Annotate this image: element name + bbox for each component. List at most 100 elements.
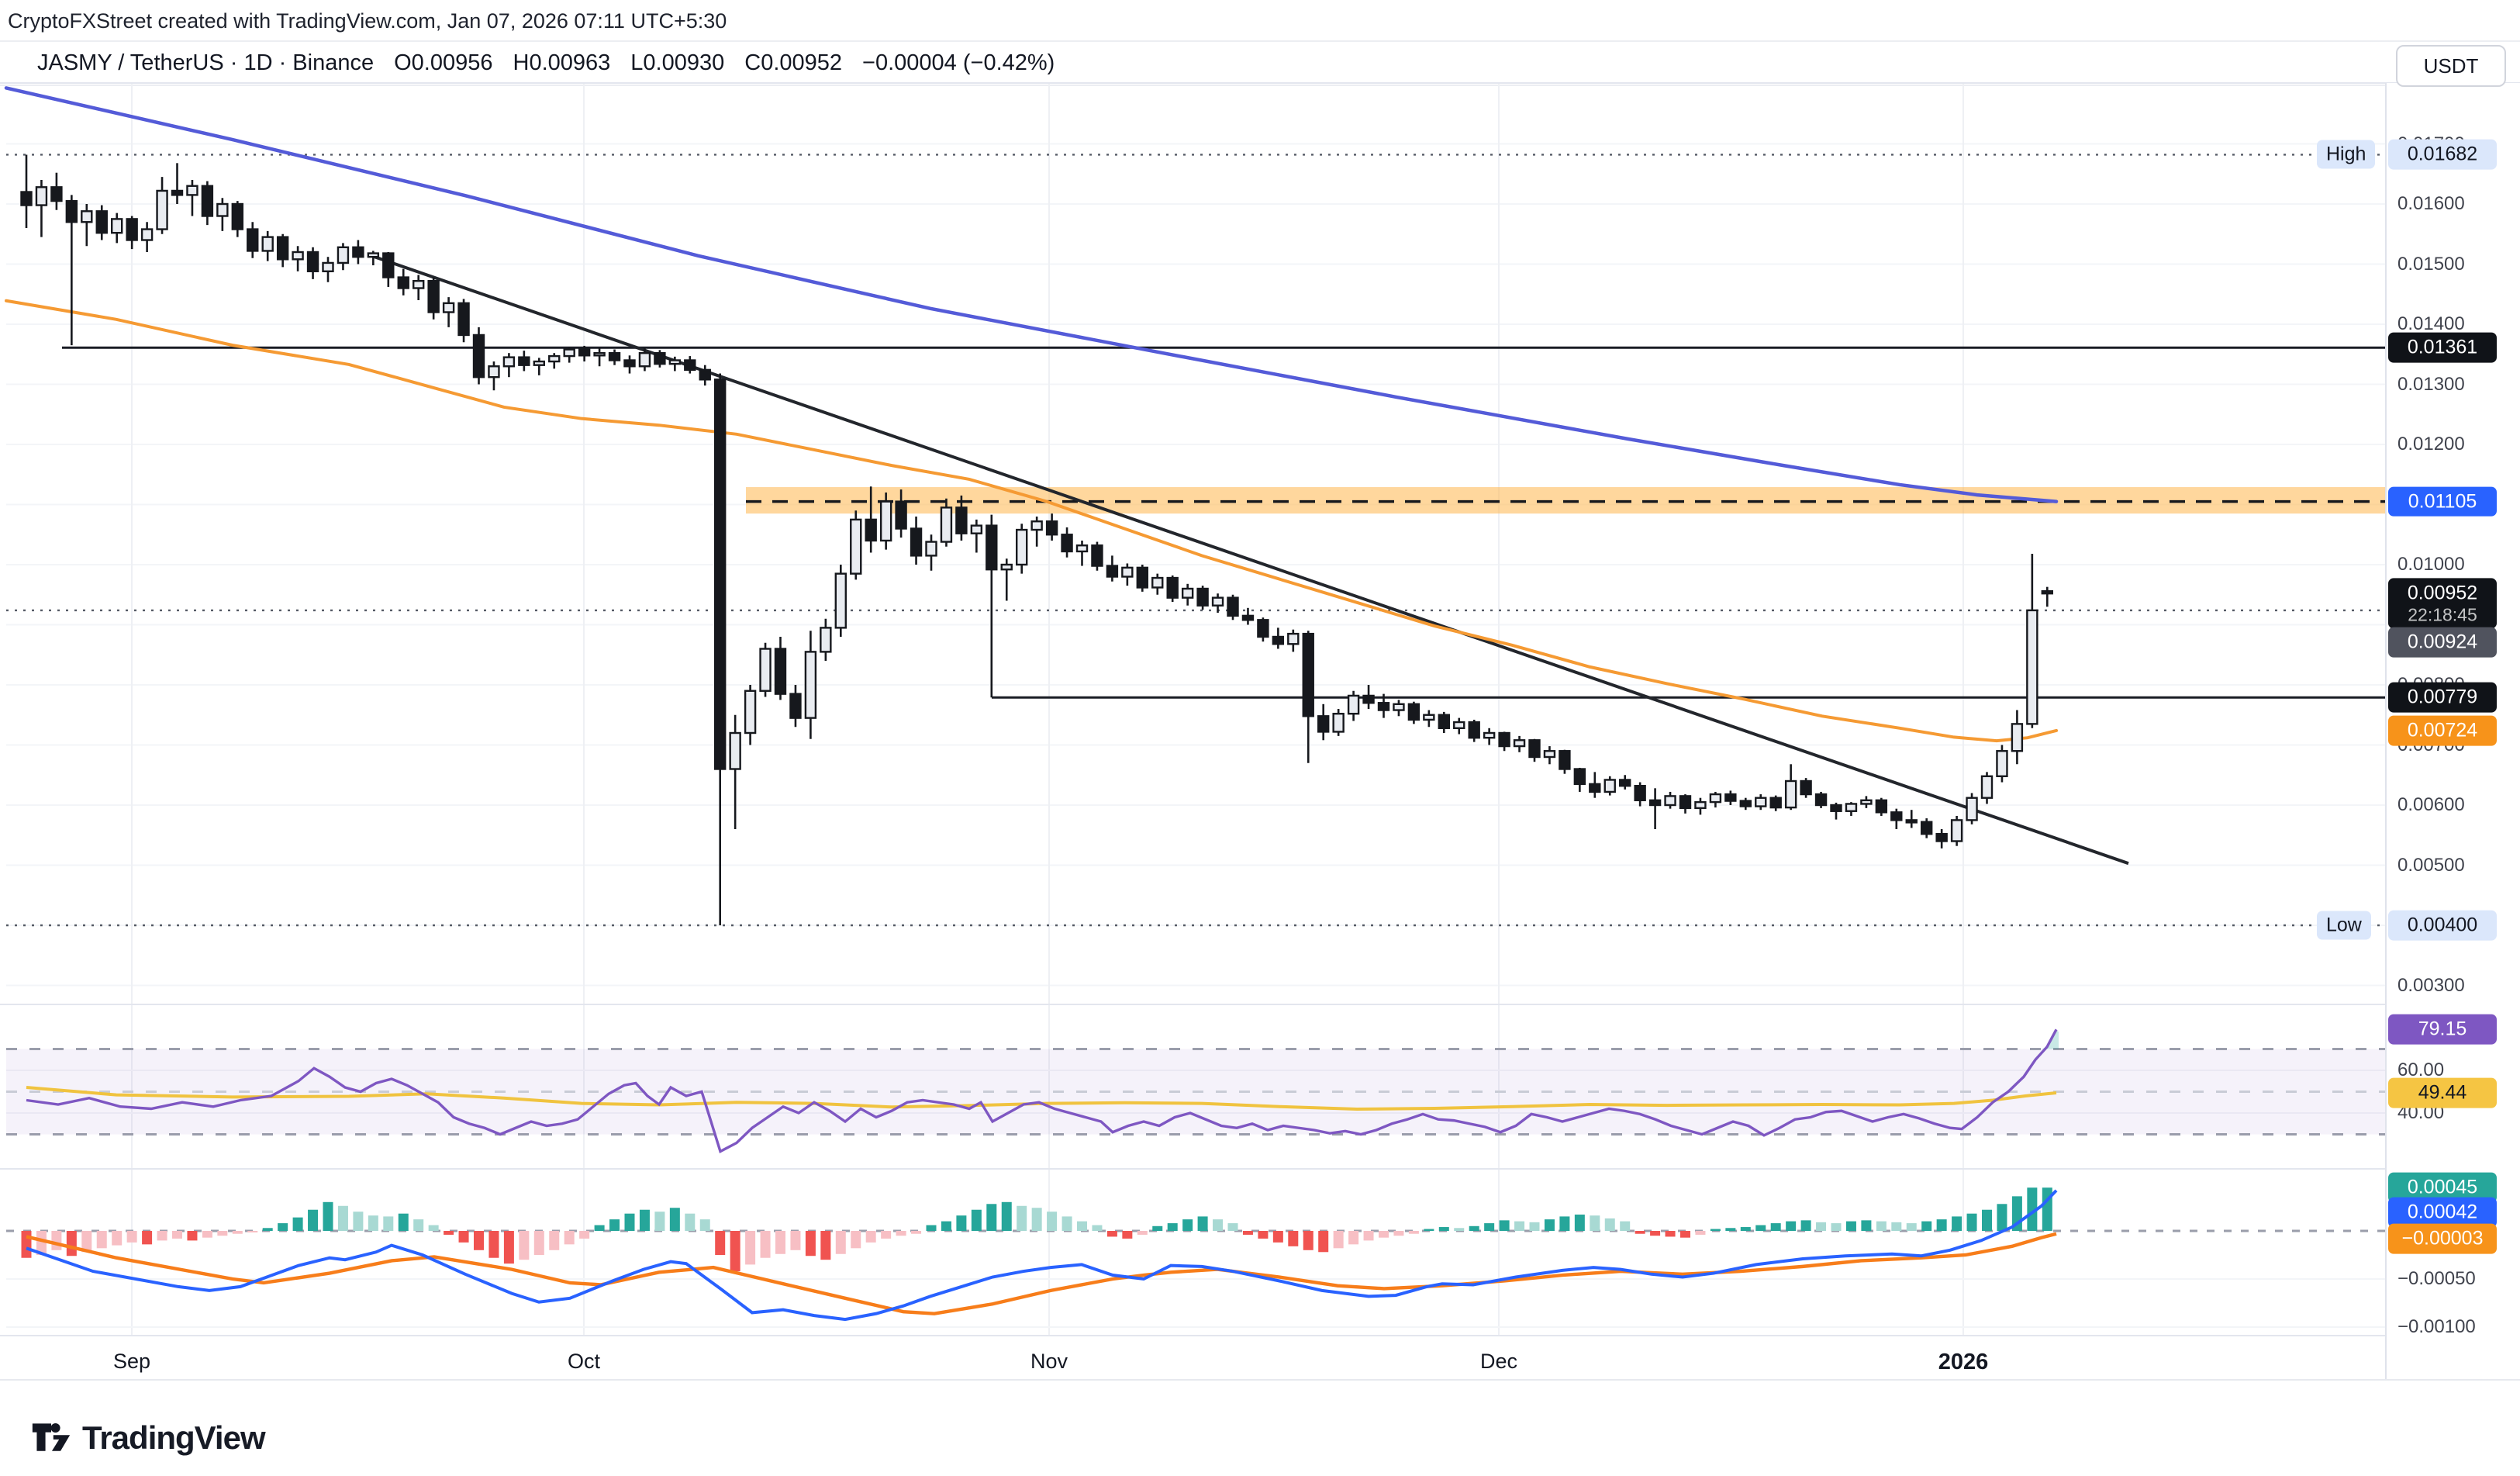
time-axis-label[interactable]: Sep (112, 1350, 151, 1373)
candle-body[interactable] (1196, 587, 1209, 607)
tradingview-logo[interactable]: TradingView (31, 1418, 266, 1458)
candle-body[interactable] (1438, 714, 1451, 729)
candle-body[interactable] (638, 352, 651, 368)
candle-body[interactable] (276, 236, 289, 261)
symbol-title[interactable]: JASMY / TetherUS · 1D · Binance (37, 50, 375, 75)
candle-body[interactable] (910, 527, 923, 557)
candle-body[interactable] (1211, 596, 1224, 607)
candle-body[interactable] (1091, 544, 1103, 567)
candle-body[interactable] (1769, 797, 1782, 809)
candle-body[interactable] (1634, 785, 1646, 802)
candle-body[interactable] (1755, 797, 1767, 807)
candle-body[interactable] (1890, 811, 1903, 821)
candle-body[interactable] (1257, 619, 1269, 638)
rsi-ma-line[interactable] (26, 1086, 2057, 1111)
blue-ma-value-badge[interactable]: 0.01105 (2388, 486, 2497, 517)
candle-body[interactable] (306, 251, 319, 272)
candle-body[interactable] (247, 228, 259, 252)
macd-signal-value-badge[interactable]: −0.00003 (2388, 1223, 2497, 1254)
candle-body[interactable] (940, 506, 953, 543)
candle-body[interactable] (126, 218, 138, 241)
candle-body[interactable] (1845, 803, 1858, 812)
candle-body[interactable] (1317, 715, 1330, 733)
candle-body[interactable] (1241, 614, 1255, 621)
candle-body[interactable] (2026, 609, 2038, 725)
candle-body[interactable] (804, 651, 817, 719)
candle-body[interactable] (1800, 779, 1812, 796)
candle-body[interactable] (789, 693, 802, 719)
candle-body[interactable] (1272, 635, 1285, 645)
candle-body[interactable] (1559, 750, 1571, 770)
candle-body[interactable] (1106, 565, 1119, 578)
candle-body[interactable] (231, 202, 243, 230)
candle-body[interactable] (1589, 783, 1601, 793)
candle-body[interactable] (759, 648, 772, 692)
candle-body[interactable] (714, 379, 727, 770)
macd-line[interactable] (26, 1189, 2058, 1322)
candle-body[interactable] (820, 627, 832, 653)
rsi-line[interactable] (26, 1028, 2058, 1153)
candle-body[interactable] (397, 276, 409, 289)
candle-body[interactable] (1181, 587, 1194, 599)
candle-body[interactable] (1000, 563, 1013, 571)
candle-body[interactable] (744, 690, 757, 735)
currency-toggle-button[interactable]: USDT (2396, 45, 2506, 87)
candle-body[interactable] (1347, 694, 1360, 715)
candle-body[interactable] (110, 218, 123, 234)
candle-body[interactable] (1739, 800, 1752, 807)
candle-body[interactable] (1996, 750, 2008, 777)
candle-body[interactable] (1377, 702, 1390, 711)
candle-body[interactable] (1920, 821, 1933, 835)
candle-body[interactable] (1061, 534, 1073, 553)
candle-body[interactable] (1332, 713, 1345, 733)
candle-body[interactable] (970, 524, 983, 534)
candle-body[interactable] (2041, 589, 2054, 595)
candle-body[interactable] (548, 354, 561, 363)
macd-line-value-badge[interactable]: 0.00042 (2388, 1197, 2497, 1228)
candle-body[interactable] (50, 186, 63, 202)
candle-body[interactable] (171, 189, 184, 196)
candle-body[interactable] (729, 731, 741, 770)
candle-body[interactable] (578, 348, 591, 357)
candle-body[interactable] (156, 189, 168, 230)
candle-body[interactable] (563, 348, 575, 358)
candle-body[interactable] (472, 334, 485, 379)
candle-body[interactable] (1830, 804, 1842, 812)
candle-body[interactable] (608, 352, 621, 361)
candle-body[interactable] (413, 280, 425, 289)
candle-body[interactable] (623, 359, 636, 368)
candle-body[interactable] (442, 302, 455, 313)
candle-body[interactable] (352, 246, 364, 258)
candle-body[interactable] (1860, 799, 1873, 805)
candle-body[interactable] (186, 185, 198, 196)
candle-body[interactable] (65, 199, 78, 223)
candle-body[interactable] (1453, 721, 1465, 729)
candle-body[interactable] (1966, 797, 1978, 821)
candle-body[interactable] (1980, 775, 1994, 799)
candle-body[interactable] (367, 252, 380, 258)
candle-body[interactable] (986, 524, 998, 571)
candle-body[interactable] (502, 356, 516, 368)
candle-body[interactable] (879, 500, 892, 542)
candle-body[interactable] (1287, 632, 1300, 645)
candle-body[interactable] (1121, 566, 1134, 578)
candle-body[interactable] (95, 210, 108, 234)
candle-body[interactable] (593, 352, 606, 357)
rsi-ma-value-badge[interactable]: 49.44 (2388, 1077, 2497, 1108)
time-axis-label[interactable]: 2026 (1938, 1350, 1989, 1374)
candle-body[interactable] (533, 360, 545, 366)
candle-body[interactable] (1950, 819, 1963, 842)
candle-body[interactable] (774, 648, 787, 695)
low-price-badge[interactable]: 0.00400 (2388, 910, 2497, 941)
candle-body[interactable] (1136, 566, 1149, 589)
candle-body[interactable] (1362, 694, 1375, 704)
candle-body[interactable] (699, 368, 711, 381)
high-price-badge[interactable]: 0.01682 (2388, 140, 2497, 170)
candle-body[interactable] (518, 356, 530, 366)
candle-body[interactable] (337, 246, 350, 264)
candle-body[interactable] (1618, 779, 1631, 787)
candle-body[interactable] (1528, 739, 1541, 759)
candle-body[interactable] (1423, 714, 1435, 721)
candle-body[interactable] (1513, 739, 1526, 748)
candle-body[interactable] (1724, 793, 1737, 802)
